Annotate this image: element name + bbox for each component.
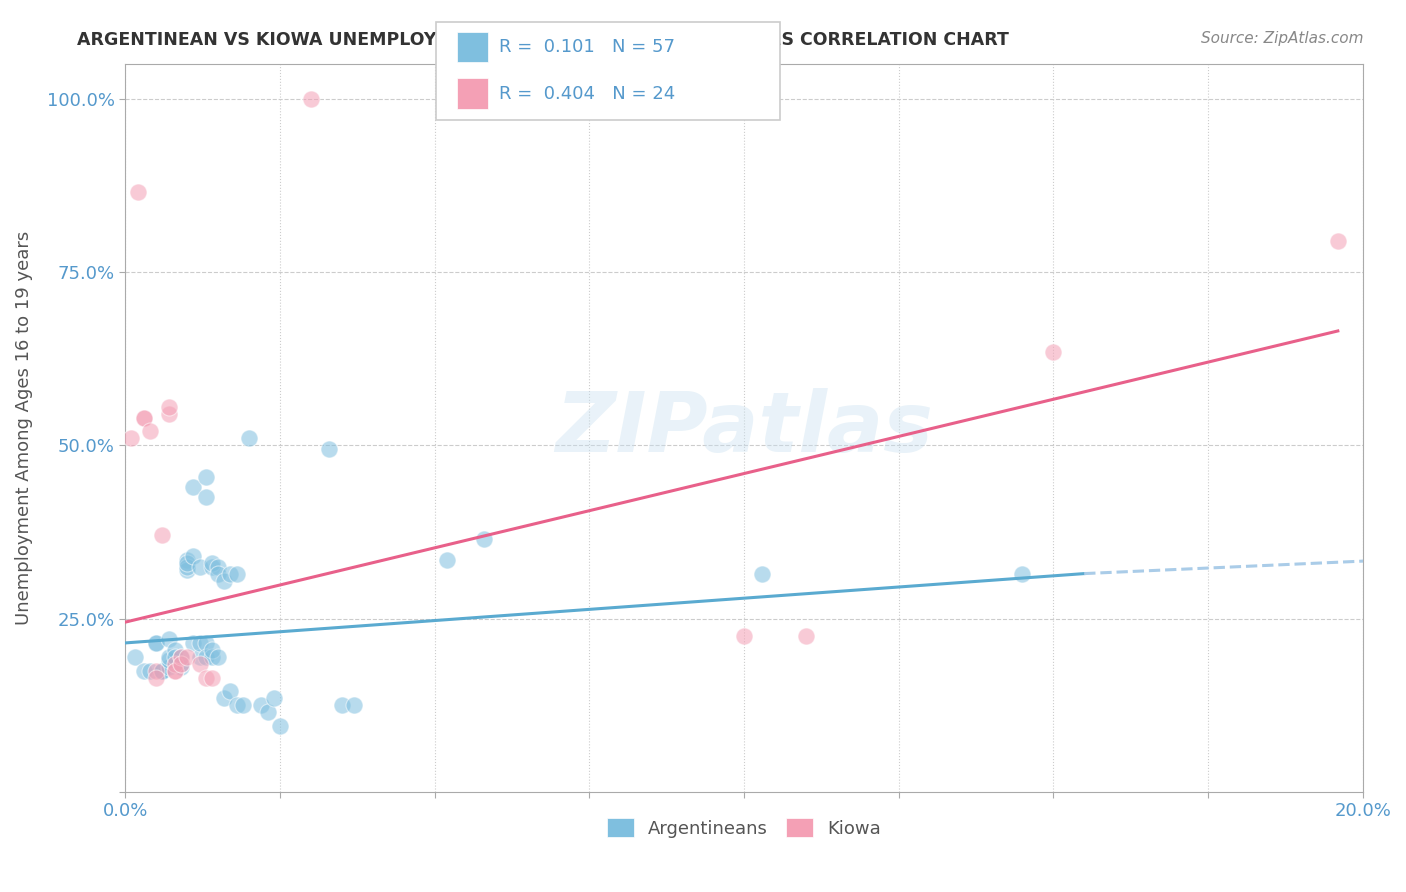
Point [201,559,224,574]
Point [207,559,229,574]
Point [201,556,224,570]
Point [152,664,174,678]
Point [472,532,495,546]
Point [733,629,755,643]
Point [299,92,322,106]
Legend: Argentineans, Kiowa: Argentineans, Kiowa [599,811,889,845]
Point [214,574,236,588]
Point [176,552,198,566]
Point [219,684,242,698]
Point [219,566,242,581]
Point [132,410,155,425]
Text: ZIPatlas: ZIPatlas [555,387,932,468]
Point [139,425,162,439]
Point [163,664,186,678]
Point [343,698,366,713]
Point [188,636,211,650]
Point [163,643,186,657]
Point [794,629,817,643]
Point [170,649,193,664]
Point [127,186,149,200]
Point [163,664,186,678]
Point [157,649,180,664]
Point [269,719,291,733]
Point [436,552,458,566]
Point [157,632,180,647]
Point [256,705,278,719]
Point [751,566,773,581]
Point [1042,344,1064,359]
Point [194,636,217,650]
Point [176,649,198,664]
Y-axis label: Unemployment Among Ages 16 to 19 years: Unemployment Among Ages 16 to 19 years [15,231,32,625]
Text: Source: ZipAtlas.com: Source: ZipAtlas.com [1201,31,1364,46]
Point [1011,566,1033,581]
Point [188,657,211,671]
Point [201,649,224,664]
Point [170,649,193,664]
Point [225,566,247,581]
Text: ARGENTINEAN VS KIOWA UNEMPLOYMENT AMONG AGES 16 TO 19 YEARS CORRELATION CHART: ARGENTINEAN VS KIOWA UNEMPLOYMENT AMONG … [77,31,1010,49]
Point [145,636,167,650]
Point [157,653,180,667]
Point [201,671,224,685]
Point [330,698,353,713]
Point [225,698,247,713]
Point [176,563,198,577]
Point [194,469,217,483]
Point [318,442,340,456]
Point [176,556,198,570]
Point [183,480,205,494]
Point [163,649,186,664]
Point [207,566,229,581]
Point [188,559,211,574]
Point [163,657,186,671]
Point [170,660,193,674]
Point [152,664,174,678]
Point [152,664,174,678]
Point [207,649,229,664]
Point [183,636,205,650]
Point [124,649,146,664]
Point [145,664,167,678]
Point [183,549,205,564]
Point [157,407,180,421]
Point [132,410,155,425]
Point [250,698,273,713]
Text: R =  0.404   N = 24: R = 0.404 N = 24 [499,85,675,103]
Point [194,671,217,685]
Point [145,636,167,650]
Point [157,401,180,415]
Point [214,691,236,706]
Point [152,528,174,542]
Point [170,657,193,671]
Point [232,698,254,713]
Point [145,671,167,685]
Point [201,643,224,657]
Point [194,649,217,664]
Point [1327,234,1350,248]
Point [263,691,285,706]
Point [188,649,211,664]
Text: R =  0.101   N = 57: R = 0.101 N = 57 [499,38,675,56]
Point [238,431,260,445]
Point [170,657,193,671]
Point [194,491,217,505]
Point [139,664,162,678]
Point [157,660,180,674]
Point [176,559,198,574]
Point [121,431,143,445]
Point [132,664,155,678]
